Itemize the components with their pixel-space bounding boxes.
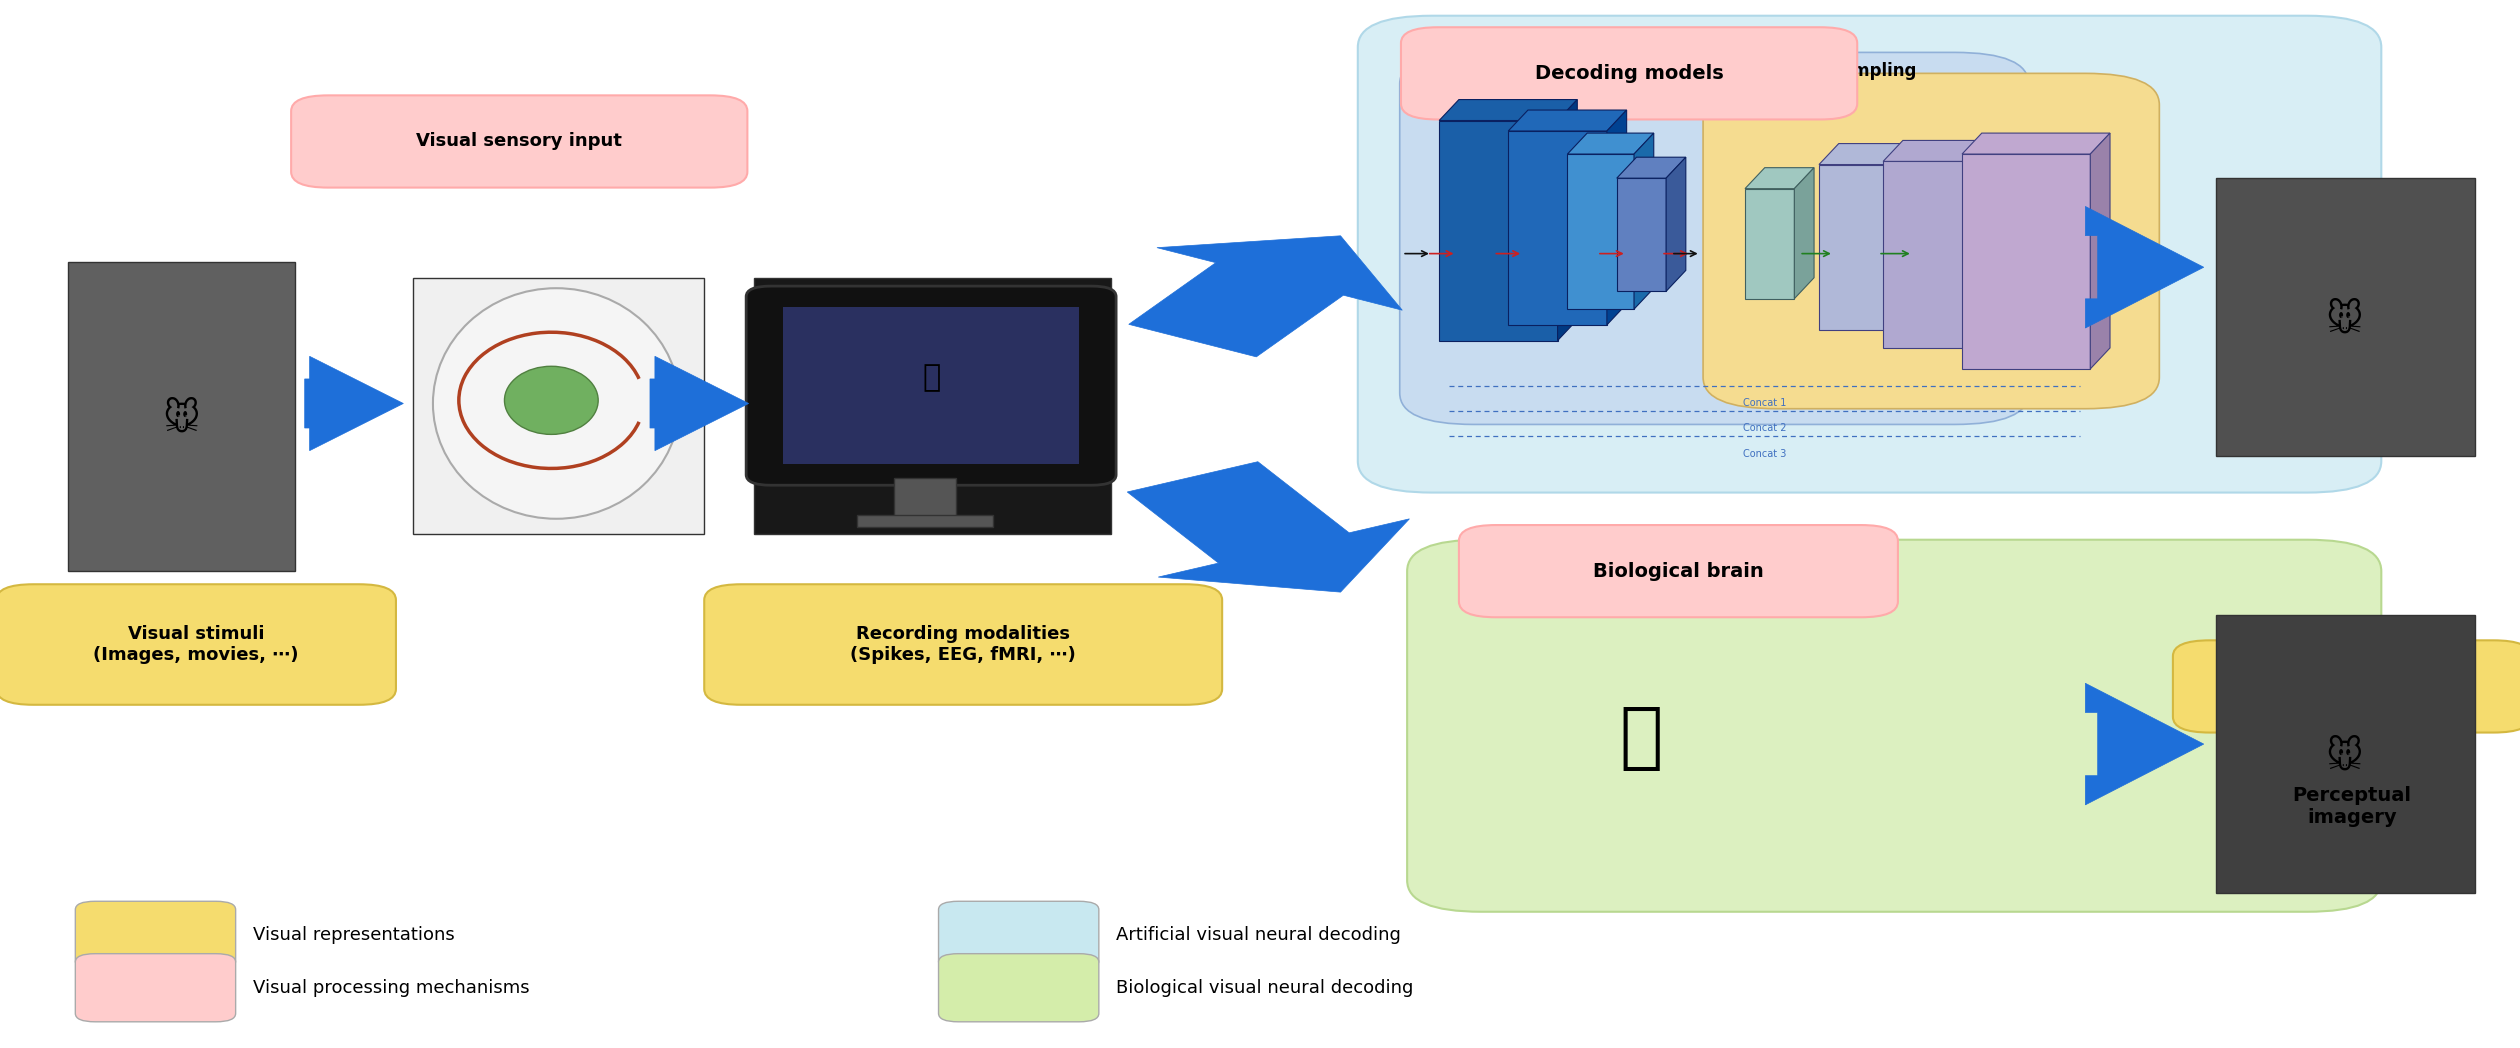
Text: Up-sampling: Up-sampling: [1799, 62, 1918, 81]
Bar: [1509, 131, 1608, 325]
FancyBboxPatch shape: [1399, 52, 2029, 424]
FancyBboxPatch shape: [2172, 640, 2520, 733]
Text: 🐭: 🐭: [164, 401, 199, 437]
Polygon shape: [1567, 133, 1653, 154]
Text: 🧠: 🧠: [922, 363, 940, 392]
FancyBboxPatch shape: [1459, 525, 1898, 617]
FancyBboxPatch shape: [1406, 540, 2381, 912]
Bar: [1618, 178, 1666, 291]
Text: Visual stimuli
(Images, movies, ⋯): Visual stimuli (Images, movies, ⋯): [93, 625, 300, 664]
Bar: [1963, 154, 2089, 369]
Polygon shape: [1509, 110, 1625, 131]
Polygon shape: [2087, 683, 2202, 805]
Text: Visual representations: Visual representations: [252, 926, 454, 944]
Bar: [784, 307, 1079, 464]
Bar: [413, 278, 703, 534]
Polygon shape: [650, 356, 748, 451]
Bar: [753, 278, 1111, 534]
Polygon shape: [1898, 144, 1918, 330]
Text: 🐭: 🐭: [2326, 739, 2364, 774]
Bar: [1744, 189, 1794, 299]
Polygon shape: [1633, 133, 1653, 309]
Polygon shape: [1794, 168, 1814, 299]
Text: Visual sensory input: Visual sensory input: [416, 132, 622, 151]
Text: Concat 2: Concat 2: [1744, 423, 1787, 434]
Text: Decoding models: Decoding models: [1535, 64, 1724, 83]
Polygon shape: [1618, 157, 1686, 178]
Text: 🐭: 🐭: [2326, 302, 2364, 337]
FancyBboxPatch shape: [1401, 27, 1857, 119]
Bar: [2215, 615, 2475, 893]
Text: Concat 1: Concat 1: [1744, 398, 1787, 409]
Polygon shape: [1744, 168, 1814, 189]
Bar: [895, 478, 955, 522]
FancyBboxPatch shape: [1704, 73, 2160, 409]
Polygon shape: [2089, 133, 2109, 369]
Polygon shape: [1129, 236, 1401, 357]
Text: Artificial visual neural decoding: Artificial visual neural decoding: [1116, 926, 1401, 944]
Ellipse shape: [504, 367, 597, 434]
FancyBboxPatch shape: [0, 585, 396, 704]
FancyBboxPatch shape: [937, 954, 1099, 1022]
Bar: [2215, 178, 2475, 456]
Text: 🧠: 🧠: [1620, 704, 1663, 773]
Text: Reconstructed: Reconstructed: [2278, 677, 2424, 696]
Polygon shape: [1126, 462, 1409, 592]
Polygon shape: [1608, 110, 1625, 325]
FancyBboxPatch shape: [703, 585, 1222, 704]
Text: Visual processing mechanisms: Visual processing mechanisms: [252, 979, 529, 997]
Bar: [1882, 161, 1986, 348]
FancyBboxPatch shape: [1358, 16, 2381, 493]
Text: Convolution: Convolution: [1441, 62, 1555, 81]
Polygon shape: [1819, 144, 1918, 165]
Text: Recording modalities
(Spikes, EEG, fMRI, ⋯): Recording modalities (Spikes, EEG, fMRI,…: [849, 625, 1076, 664]
FancyBboxPatch shape: [937, 901, 1099, 969]
Bar: [857, 515, 993, 527]
Polygon shape: [1666, 157, 1686, 291]
Text: Perceptual
imagery: Perceptual imagery: [2293, 786, 2412, 828]
FancyBboxPatch shape: [292, 95, 748, 188]
Polygon shape: [1963, 133, 2109, 154]
Polygon shape: [1439, 100, 1578, 121]
FancyBboxPatch shape: [746, 286, 1116, 485]
Bar: [1819, 165, 1898, 330]
Text: Biological brain: Biological brain: [1593, 562, 1764, 581]
FancyBboxPatch shape: [76, 954, 237, 1022]
Bar: [1439, 121, 1557, 341]
Polygon shape: [1986, 140, 2006, 348]
FancyBboxPatch shape: [76, 901, 237, 969]
Text: Concat 3: Concat 3: [1744, 449, 1787, 459]
Ellipse shape: [433, 288, 680, 519]
Polygon shape: [305, 356, 403, 451]
Polygon shape: [1882, 140, 2006, 161]
Polygon shape: [2087, 206, 2202, 328]
Bar: [1567, 154, 1633, 309]
Bar: [68, 262, 295, 571]
Text: Biological visual neural decoding: Biological visual neural decoding: [1116, 979, 1414, 997]
Polygon shape: [1557, 100, 1578, 341]
